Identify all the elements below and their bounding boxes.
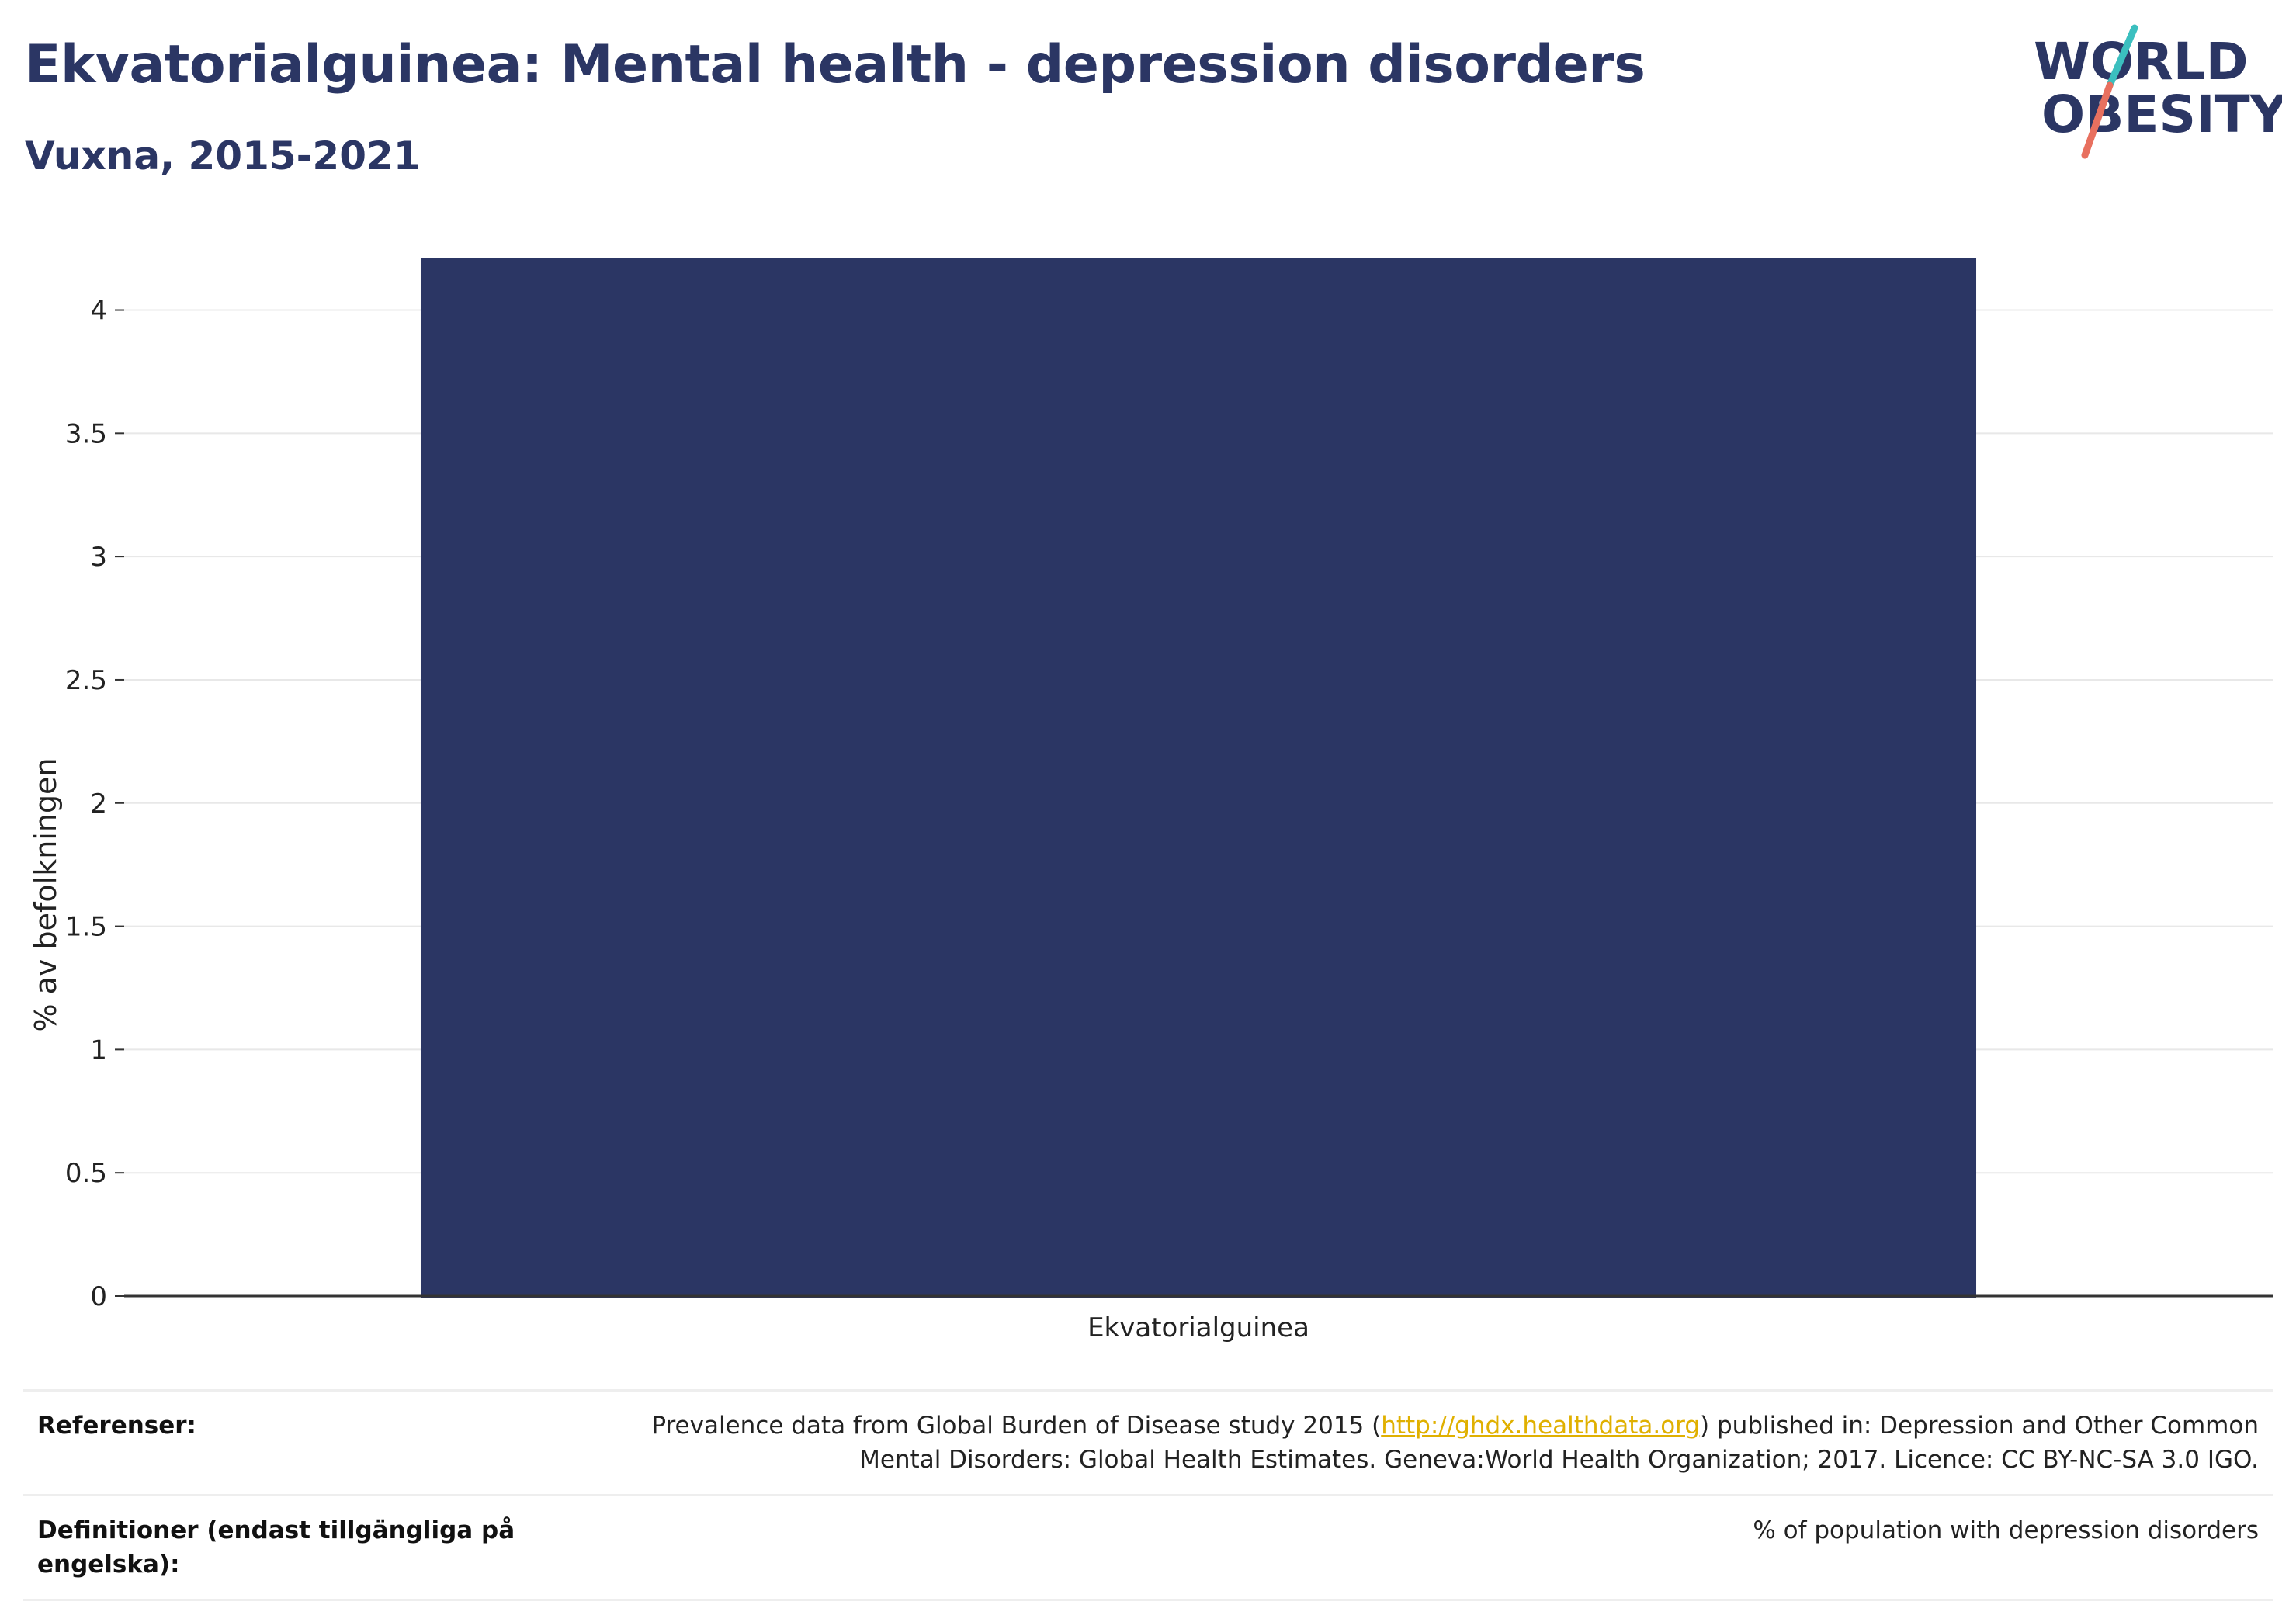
logo-slash-coral bbox=[2081, 81, 2114, 159]
y-tick-labels: 0 0.5 1 1.5 2 2.5 3 3.5 4 bbox=[65, 296, 124, 1312]
y-axis-title: % av befolkningen bbox=[29, 757, 63, 1031]
references-text-after: ) published in: Depression and Other Com… bbox=[859, 1412, 2259, 1474]
y-tick-label: 2.5 bbox=[65, 665, 107, 696]
references-table: Referenser: Prevalence data from Global … bbox=[23, 1389, 2273, 1601]
references-label: Referenser: bbox=[37, 1412, 196, 1440]
references-text: Prevalence data from Global Burden of Di… bbox=[590, 1409, 2259, 1477]
bar-ekvatorialguinea[interactable] bbox=[420, 258, 1977, 1298]
references-link[interactable]: http://ghdx.healthdata.org bbox=[1381, 1412, 1701, 1440]
bars bbox=[420, 258, 1977, 1298]
definitions-label: Definitioner (endast tillgängliga på eng… bbox=[37, 1516, 515, 1579]
y-tick-label: 3 bbox=[90, 542, 107, 573]
definitions-row: Definitioner (endast tillgängliga på eng… bbox=[23, 1494, 2273, 1601]
y-tick-label: 0.5 bbox=[65, 1158, 107, 1189]
logo-line1: WORLD bbox=[2034, 32, 2249, 92]
bar-chart: 0 0.5 1 1.5 2 2.5 3 3.5 4 Ekvatorialguinea % av … bbox=[29, 258, 2273, 1343]
logo-line2: OBESITY bbox=[2041, 85, 2282, 144]
y-tick-label: 1 bbox=[90, 1035, 107, 1066]
y-tick-label: 2 bbox=[90, 788, 107, 820]
world-obesity-logo: WORLD OBESITY bbox=[2034, 24, 2282, 159]
references-row: Referenser: Prevalence data from Global … bbox=[23, 1389, 2273, 1494]
x-tick-label: Ekvatorialguinea bbox=[1087, 1312, 1309, 1343]
chart-subtitle: Vuxna, 2015-2021 bbox=[25, 133, 421, 178]
y-tick-label: 1.5 bbox=[65, 912, 107, 943]
y-tick-label: 4 bbox=[90, 296, 107, 327]
y-tick-label: 3.5 bbox=[65, 418, 107, 449]
chart-title: Ekvatorialguinea: Mental health - depres… bbox=[25, 34, 1646, 95]
definitions-text: % of population with depression disorder… bbox=[1753, 1516, 2259, 1544]
x-tick-labels: Ekvatorialguinea bbox=[1087, 1312, 1309, 1343]
references-text-before: Prevalence data from Global Burden of Di… bbox=[651, 1412, 1382, 1440]
logo-slash-teal bbox=[2106, 24, 2138, 89]
y-tick-label: 0 bbox=[90, 1281, 107, 1312]
